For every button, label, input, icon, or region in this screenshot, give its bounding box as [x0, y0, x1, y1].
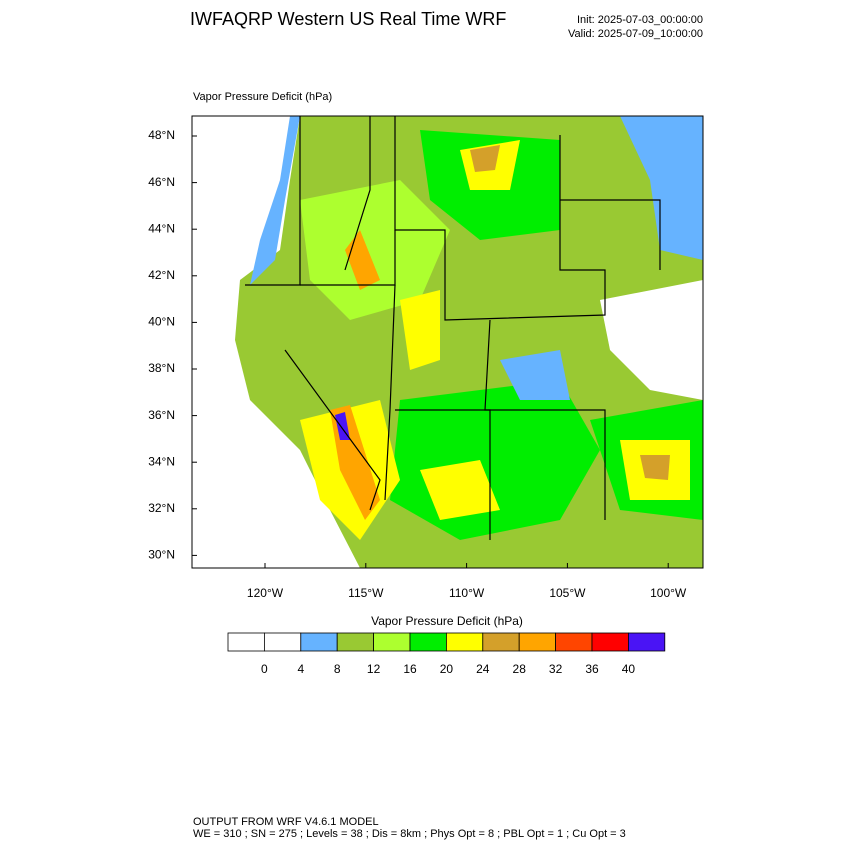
colorbar-label: 32 [549, 662, 563, 676]
colorbar: 0 4 8 12 16 20 24 28 32 36 40 [227, 632, 666, 676]
colorbar-box [336, 632, 375, 652]
footer-line: WE = 310 ; SN = 275 ; Levels = 38 ; Dis … [193, 828, 626, 840]
lon-label: 110°W [449, 586, 485, 600]
lat-label: 42°N [148, 268, 175, 282]
colorbar-box [409, 632, 447, 652]
map-axes: 48°N 46°N 44°N 42°N 40°N 38°N 36°N 34°N 32°N 30°N… [148, 128, 687, 600]
colorbar-label: 12 [367, 662, 381, 676]
lat-label: 46°N [148, 175, 175, 189]
footer-line: OUTPUT FROM WRF V4.6.1 MODEL [193, 816, 379, 828]
valid-time: Valid: 2025-07-09_10:00:00 [568, 28, 703, 40]
colorbar-label: 20 [440, 662, 454, 676]
colorbar-label: 28 [513, 662, 527, 676]
colorbar-box [628, 632, 666, 652]
colorbar-box [482, 632, 520, 652]
lat-label: 38°N [148, 361, 175, 375]
lat-label: 34°N [148, 454, 175, 468]
lat-label: 30°N [148, 548, 175, 562]
title: IWFAQRP Western US Real Time WRF [190, 9, 506, 29]
colorbar-box [555, 632, 593, 652]
lon-label: 115°W [348, 586, 384, 600]
colorbar-box [518, 632, 557, 652]
colorbar-label: 8 [334, 662, 341, 676]
colorbar-label: 16 [403, 662, 417, 676]
colorbar-box [591, 632, 629, 652]
field-label: Vapor Pressure Deficit (hPa) [193, 91, 332, 103]
colorbar-box [445, 632, 484, 652]
colorbar-label: 36 [585, 662, 599, 676]
lat-label: 48°N [148, 128, 175, 142]
colorbar-title: Vapor Pressure Deficit (hPa) [371, 614, 523, 628]
init-time: Init: 2025-07-03_00:00:00 [577, 14, 703, 26]
colorbar-label: 40 [622, 662, 636, 676]
lat-label: 40°N [148, 315, 175, 329]
lon-label: 120°W [247, 586, 284, 600]
map-field [191, 115, 704, 569]
colorbar-box [227, 632, 265, 652]
lon-label: 100°W [650, 586, 687, 600]
colorbar-label: 24 [476, 662, 490, 676]
colorbar-box [373, 632, 411, 652]
colorbar-label: 0 [261, 662, 268, 676]
colorbar-box [300, 632, 338, 652]
lon-label: 105°W [549, 586, 586, 600]
lat-label: 44°N [148, 221, 175, 235]
colorbar-box [263, 632, 302, 652]
lat-label: 36°N [148, 408, 175, 422]
lat-label: 32°N [148, 501, 175, 515]
colorbar-label: 4 [297, 662, 304, 676]
